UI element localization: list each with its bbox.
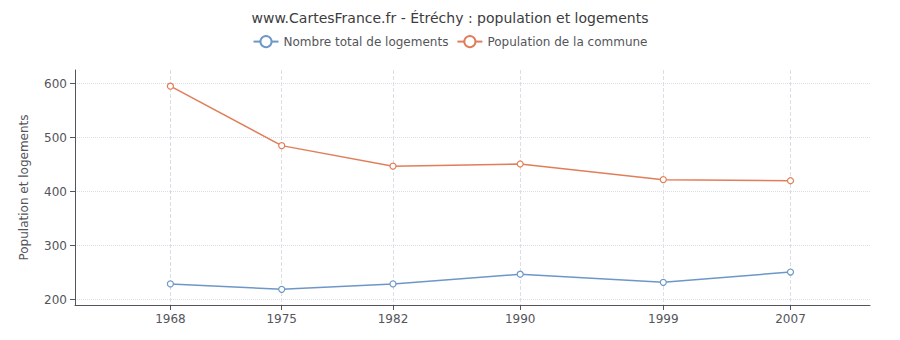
svg-text:www.CartesFrance.fr - Étréchy: www.CartesFrance.fr - Étréchy : populati…: [252, 10, 649, 26]
svg-text:Population et logements: Population et logements: [17, 114, 31, 260]
svg-text:1968: 1968: [155, 312, 186, 326]
svg-text:400: 400: [44, 185, 67, 199]
svg-text:200: 200: [44, 293, 67, 307]
svg-text:600: 600: [44, 77, 67, 91]
svg-text:2007: 2007: [775, 312, 806, 326]
svg-text:Population de la commune: Population de la commune: [487, 35, 647, 49]
svg-text:1982: 1982: [378, 312, 409, 326]
svg-text:Nombre total de logements: Nombre total de logements: [284, 35, 449, 49]
svg-text:1999: 1999: [648, 312, 679, 326]
svg-text:300: 300: [44, 239, 67, 253]
svg-text:1990: 1990: [505, 312, 536, 326]
svg-text:500: 500: [44, 131, 67, 145]
svg-text:1975: 1975: [266, 312, 297, 326]
